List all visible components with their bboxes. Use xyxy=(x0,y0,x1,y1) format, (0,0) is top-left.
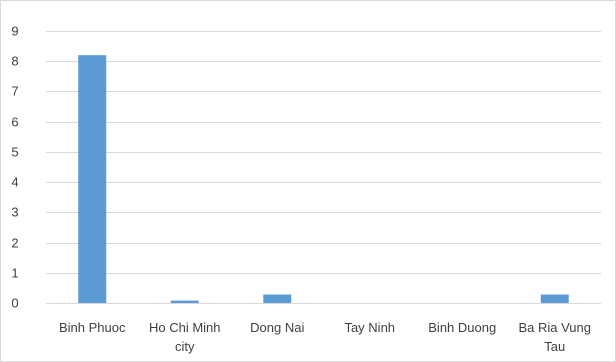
y-tick-label: 2 xyxy=(11,236,18,251)
x-tick-label: Ba Ria Vung xyxy=(518,320,591,335)
x-tick-label: Binh Phuoc xyxy=(59,320,126,335)
y-tick-label: 7 xyxy=(11,84,18,99)
y-tick-label: 4 xyxy=(11,175,18,190)
y-tick-label: 1 xyxy=(11,266,18,281)
x-tick-label: Binh Duong xyxy=(428,320,496,335)
x-tick-label: Ho Chi Minh xyxy=(149,320,221,335)
x-tick-label: Tau xyxy=(544,339,565,354)
x-tick-label: city xyxy=(175,339,195,354)
bar xyxy=(171,301,199,303)
y-axis-tick-labels: 0 1 2 3 4 5 6 7 8 9 xyxy=(11,24,18,311)
y-tick-label: 9 xyxy=(11,24,18,39)
x-tick-label: Dong Nai xyxy=(250,320,304,335)
y-tick-label: 5 xyxy=(11,145,18,160)
y-tick-label: 6 xyxy=(11,115,18,130)
y-tick-label: 8 xyxy=(11,54,18,69)
y-tick-label: 0 xyxy=(11,296,18,311)
bars xyxy=(78,55,569,303)
bar xyxy=(78,55,106,303)
gridlines xyxy=(46,32,601,304)
y-tick-label: 3 xyxy=(11,205,18,220)
bar xyxy=(541,295,569,303)
bar xyxy=(263,295,291,303)
x-axis-tick-labels: Binh Phuoc Ho Chi Minh city Dong Nai Tay Nin… xyxy=(59,320,591,354)
x-tick-label: Tay Ninh xyxy=(344,320,395,335)
